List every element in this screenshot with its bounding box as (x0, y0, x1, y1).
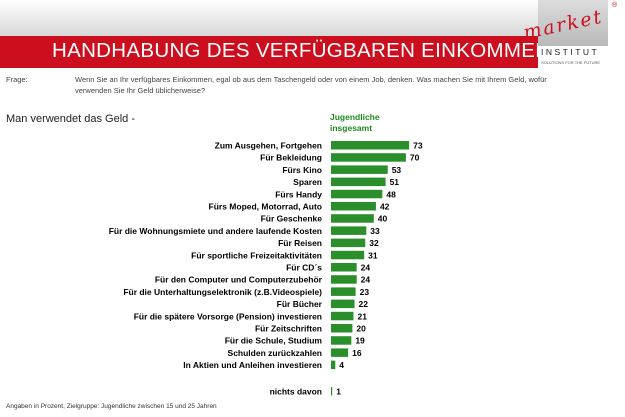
value-label: 24 (361, 275, 371, 285)
header-background (0, 0, 625, 36)
value-label: 20 (356, 324, 366, 334)
bar (331, 250, 365, 260)
category-label: Für Reisen (278, 238, 322, 248)
bar (331, 311, 354, 321)
category-label: Für den Computer und Computerzubehör (155, 275, 323, 285)
logo-tagline: SOLUTIONS FOR THE FUTURE (541, 60, 601, 65)
category-label: Fürs Handy (275, 189, 322, 199)
logo-box (538, 0, 608, 46)
value-label: 33 (370, 226, 380, 236)
bar (331, 189, 383, 199)
category-label: Fürs Kino (282, 165, 322, 175)
bar (331, 153, 406, 162)
category-label: Fürs Moped, Motorrad, Auto (209, 202, 322, 212)
category-label: Für die Wohnungsmiete und andere laufend… (109, 226, 322, 236)
chart-subheading: Man verwendet das Geld - (6, 113, 136, 125)
value-label: 31 (368, 250, 378, 260)
question-text: Wenn Sie an Ihr verfügbares Einkommen, e… (75, 75, 547, 95)
category-label: Für CD´s (286, 263, 322, 273)
bar (331, 214, 374, 223)
bar (331, 299, 355, 309)
bar (331, 177, 386, 187)
value-label: 19 (355, 336, 365, 346)
value-label: 21 (357, 311, 367, 321)
value-label: 32 (369, 238, 379, 248)
bar (331, 263, 357, 272)
footnote: Angaben in Prozent, Zielgruppe: Jugendli… (6, 403, 217, 410)
value-label: 73 (413, 141, 423, 151)
bar (331, 238, 366, 248)
logo-registered-mark: ® (612, 2, 618, 9)
category-label: Für Bücher (277, 299, 323, 309)
value-label: 42 (380, 202, 390, 212)
category-label: Für Zeitschriften (255, 324, 322, 334)
extra-value-label: 1 (336, 387, 341, 397)
bar (331, 287, 356, 296)
title-band (0, 36, 540, 68)
value-label: 23 (360, 287, 370, 297)
value-label: 48 (386, 189, 396, 199)
value-label: 22 (359, 299, 369, 309)
value-label: 4 (339, 360, 344, 370)
bar (331, 141, 410, 150)
value-label: 70 (410, 153, 420, 163)
bar (331, 360, 336, 370)
category-label: Für die Schule, Studium (225, 336, 323, 346)
bar (331, 165, 388, 174)
value-label: 24 (361, 263, 371, 273)
bar (331, 348, 349, 357)
category-label: Für Bekleidung (260, 153, 322, 163)
category-label: Sparen (293, 177, 322, 187)
extra-category-label: nichts davon (270, 387, 322, 397)
value-label: 16 (352, 348, 362, 358)
series-header: Jugendliche insgesamt (330, 112, 380, 133)
category-label: In Aktien und Anleihen investieren (183, 360, 322, 370)
page-title: HANDHABUNG DES VERFÜGBAREN EINKOMMENS (52, 39, 565, 62)
value-label: 51 (390, 177, 400, 187)
bar (331, 336, 352, 345)
category-label: Zum Ausgehen, Fortgehen (215, 141, 322, 151)
question-label: Frage: (6, 75, 28, 84)
category-label: Für Geschenke (261, 214, 323, 224)
value-label: 53 (392, 165, 402, 175)
category-label: Schulden zurückzahlen (228, 348, 322, 358)
category-label: Für sportliche Freizeitaktivitäten (191, 250, 322, 260)
category-label: Für die spätere Vorsorge (Pension) inves… (134, 311, 322, 321)
bar (331, 202, 376, 211)
bar (331, 226, 367, 235)
extra-bar (331, 387, 333, 396)
bar (331, 324, 353, 333)
bar (331, 275, 357, 284)
value-label: 40 (378, 214, 388, 224)
category-label: Für die Unterhaltungselektronik (z.B.Vid… (123, 287, 322, 297)
logo-institut-text: INSTITUT (541, 47, 600, 57)
market-institut-logo: market ® INSTITUT SOLUTIONS FOR THE FUTU… (521, 0, 625, 76)
